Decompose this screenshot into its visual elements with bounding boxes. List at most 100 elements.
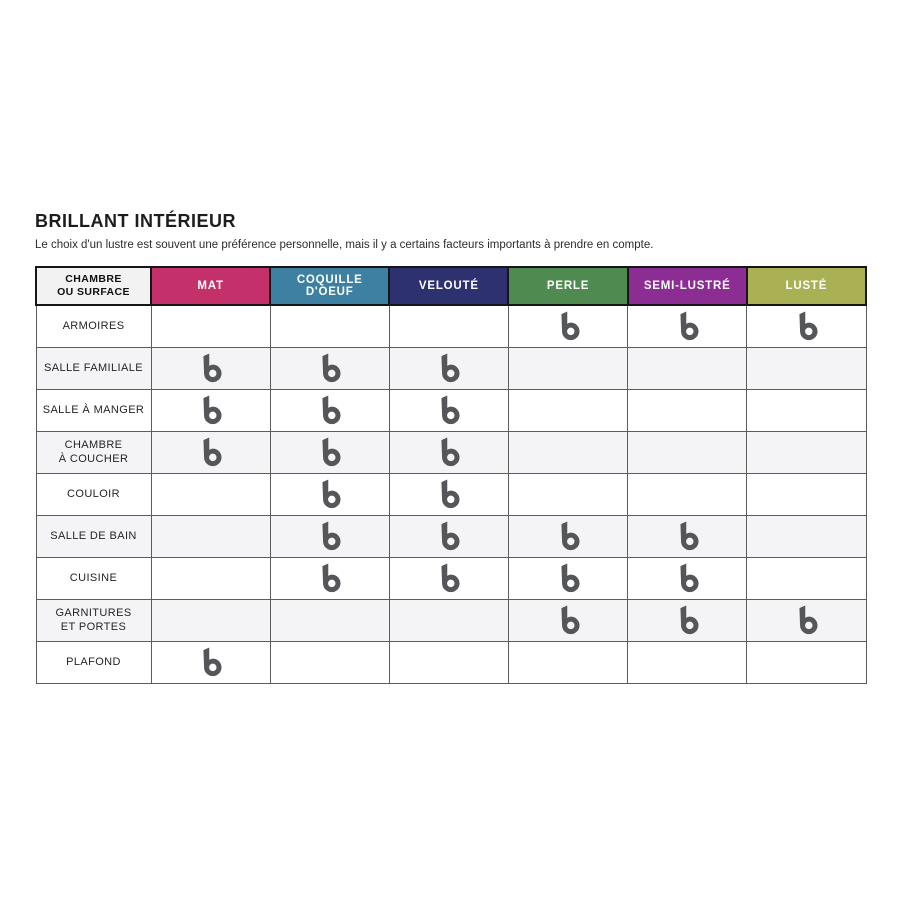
sheen-cell-perle (507, 514, 629, 558)
b-logo-icon (322, 521, 341, 551)
sheen-cell-veloute (388, 430, 509, 474)
b-logo-icon (441, 395, 460, 425)
sheen-cell-luste (746, 640, 867, 684)
column-header-coquille: COQUILLE D'OEUF (269, 266, 391, 306)
sheen-cell-coquille (269, 430, 390, 474)
sheen-cell-semi_lustre (627, 514, 748, 558)
row-label: ARMOIRES (35, 304, 152, 348)
table-row: GARNITURES ET PORTES (35, 598, 867, 642)
row-label: SALLE DE BAIN (35, 514, 152, 558)
sheen-cell-coquille (269, 514, 390, 558)
sheen-cell-perle (507, 556, 629, 600)
column-header-perle: PERLE (507, 266, 629, 306)
sheen-cell-perle (507, 430, 629, 474)
b-logo-icon (560, 605, 580, 635)
sheen-cell-luste (746, 388, 867, 432)
sheen-cell-perle (507, 472, 629, 516)
sheen-cell-perle (507, 598, 629, 642)
sheen-cell-luste (746, 556, 867, 600)
b-logo-icon (203, 353, 222, 383)
sheen-cell-semi_lustre (627, 430, 748, 474)
sheen-cell-semi_lustre (627, 304, 748, 348)
sheen-cell-mat (150, 346, 271, 390)
sheen-cell-mat (150, 556, 271, 600)
sheen-cell-coquille (269, 346, 390, 390)
sheen-cell-mat (150, 388, 271, 432)
sheen-cell-mat (150, 514, 271, 558)
sheen-cell-veloute (388, 472, 509, 516)
b-logo-icon (680, 521, 699, 551)
sheen-cell-perle (507, 640, 629, 684)
sheen-cell-coquille (269, 472, 390, 516)
column-header-luste: LUSTÉ (745, 266, 868, 306)
sheen-table: CHAMBRE OU SURFACE MAT COQUILLE D'OEUF VEL… (35, 266, 868, 684)
b-logo-icon (560, 521, 580, 551)
b-logo-icon (560, 311, 580, 341)
sheen-table-body: ARMOIRES SALLE FAMILIALE SALLE À MANGER … (35, 304, 867, 684)
sheen-cell-luste (746, 304, 867, 348)
row-label: SALLE FAMILIALE (35, 346, 152, 390)
sheen-cell-coquille (269, 304, 390, 348)
row-label: GARNITURES ET PORTES (35, 598, 152, 642)
table-row: PLAFOND (35, 640, 867, 684)
b-logo-icon (322, 479, 341, 509)
b-logo-icon (441, 563, 460, 593)
b-logo-icon (203, 395, 222, 425)
table-row: CHAMBRE À COUCHER (35, 430, 867, 474)
b-logo-icon (322, 563, 341, 593)
sheen-cell-luste (746, 514, 867, 558)
b-logo-icon (441, 521, 460, 551)
sheen-cell-semi_lustre (627, 640, 748, 684)
b-logo-icon (441, 479, 460, 509)
page-title: BRILLANT INTÉRIEUR (35, 211, 236, 231)
sheen-cell-semi_lustre (627, 598, 748, 642)
sheen-cell-mat (150, 430, 271, 474)
corner-header-line: OU SURFACE (57, 286, 130, 298)
table-row: SALLE DE BAIN (35, 514, 867, 558)
b-logo-icon (680, 605, 699, 635)
content-area: BRILLANT INTÉRIEUR Le choix d'un lustre … (35, 210, 868, 684)
row-label: PLAFOND (35, 640, 152, 684)
sheen-cell-coquille (269, 388, 390, 432)
sheen-cell-luste (746, 598, 867, 642)
row-label: SALLE À MANGER (35, 388, 152, 432)
sheen-cell-perle (507, 304, 629, 348)
sheen-cell-veloute (388, 304, 509, 348)
table-row: SALLE À MANGER (35, 388, 867, 432)
sheen-cell-semi_lustre (627, 556, 748, 600)
sheen-cell-mat (150, 640, 271, 684)
sheen-cell-semi_lustre (627, 472, 748, 516)
b-logo-icon (441, 437, 460, 467)
table-row: SALLE FAMILIALE (35, 346, 867, 390)
corner-header: CHAMBRE OU SURFACE (35, 266, 152, 306)
row-label: CUISINE (35, 556, 152, 600)
sheen-cell-mat (150, 598, 271, 642)
sheen-cell-coquille (269, 640, 390, 684)
sheen-cell-luste (746, 346, 867, 390)
table-row: ARMOIRES (35, 304, 867, 348)
b-logo-icon (799, 605, 818, 635)
sheen-cell-luste (746, 430, 867, 474)
sheen-cell-mat (150, 304, 271, 348)
b-logo-icon (680, 311, 699, 341)
page-subtitle: Le choix d'un lustre est souvent une pré… (35, 239, 654, 251)
sheen-cell-veloute (388, 514, 509, 558)
column-header-veloute: VELOUTÉ (388, 266, 510, 306)
sheen-cell-semi_lustre (627, 346, 748, 390)
b-logo-icon (441, 353, 460, 383)
row-label: CHAMBRE À COUCHER (35, 430, 152, 474)
sheen-cell-perle (507, 388, 629, 432)
sheen-cell-veloute (388, 598, 509, 642)
sheen-cell-semi_lustre (627, 388, 748, 432)
b-logo-icon (203, 647, 222, 677)
b-logo-icon (322, 395, 341, 425)
column-header-mat: MAT (149, 266, 272, 306)
sheen-cell-veloute (388, 388, 509, 432)
sheen-cell-mat (150, 472, 271, 516)
table-row: COULOIR (35, 472, 867, 516)
row-label: COULOIR (35, 472, 152, 516)
b-logo-icon (799, 311, 818, 341)
sheen-cell-coquille (269, 556, 390, 600)
sheen-cell-perle (507, 346, 629, 390)
